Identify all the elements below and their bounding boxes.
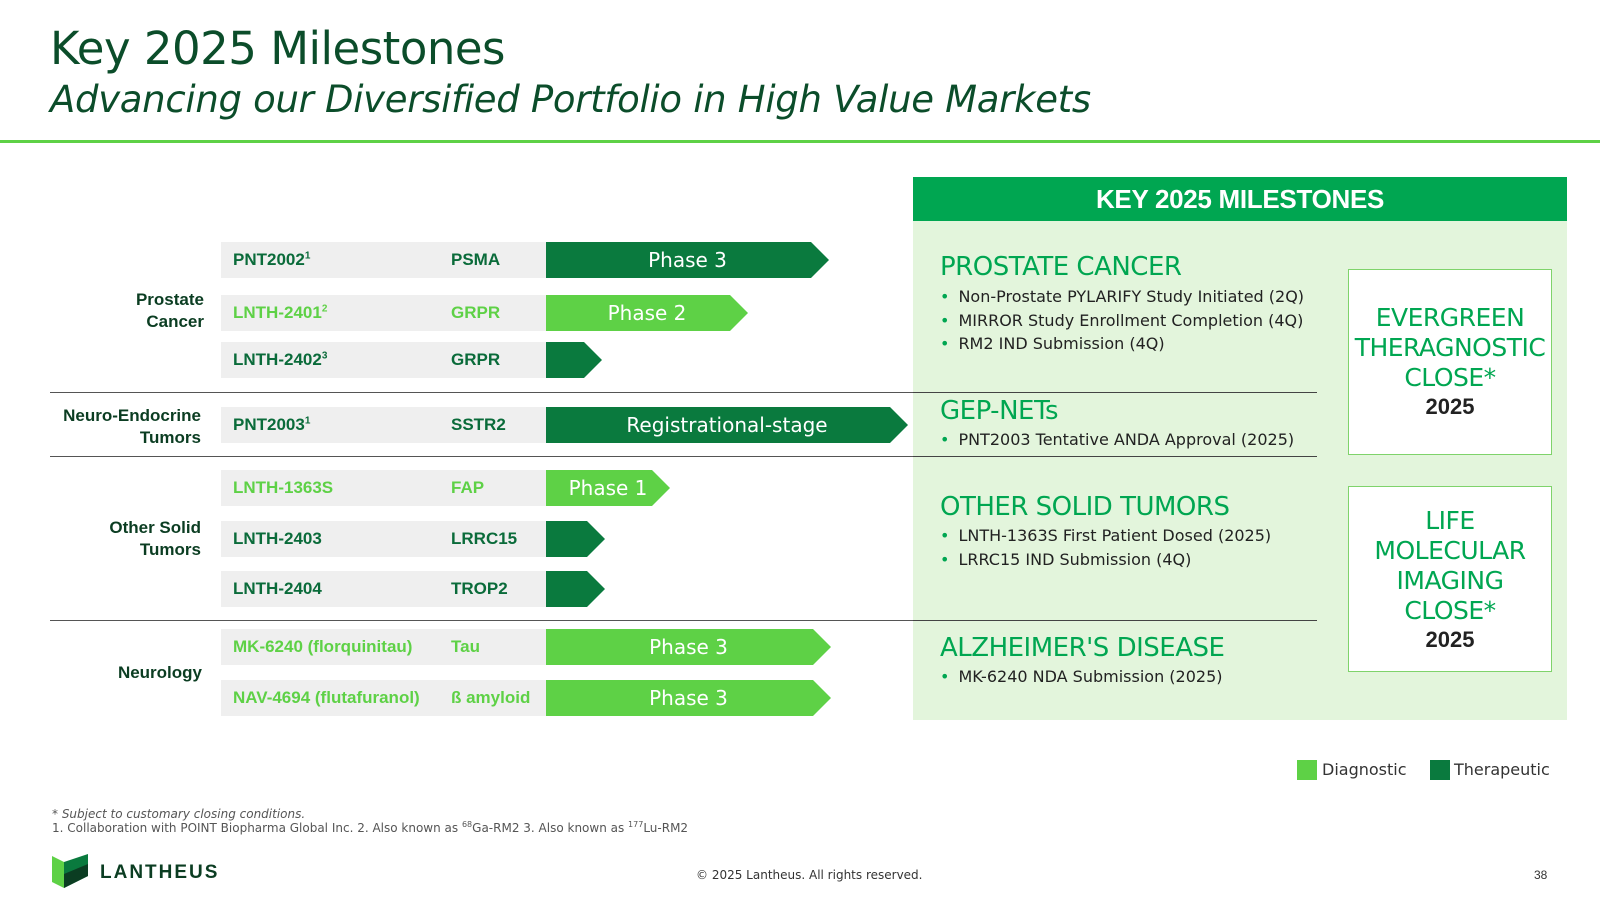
- category-neuro-endocrine: Neuro-Endocrine Tumors: [63, 406, 201, 447]
- list-item: RM2 IND Submission (4Q): [940, 332, 1304, 356]
- page-number: 38: [1534, 868, 1548, 882]
- milestone-list-gep-nets: PNT2003 Tentative ANDA Approval (2025): [940, 428, 1294, 452]
- page-subtitle: Advancing our Diversified Portfolio in H…: [50, 78, 1091, 121]
- evergreen-close-box: EVERGREEN THERAGNOSTIC CLOSE* 2025: [1348, 269, 1552, 455]
- row-background: [221, 342, 546, 378]
- title-divider: [0, 140, 1600, 143]
- product-name: LNTH-2403: [233, 529, 322, 548]
- list-item: LRRC15 IND Submission (4Q): [940, 548, 1271, 572]
- category-divider: [50, 620, 913, 621]
- milestone-divider: [913, 456, 1317, 457]
- page-title: Key 2025 Milestones: [50, 22, 506, 75]
- target-name: FAP: [451, 478, 485, 497]
- row-background: [221, 629, 546, 665]
- phase-arrow: Phase 2: [546, 295, 748, 331]
- category-neurology: Neurology: [117, 663, 202, 682]
- product-name: LNTH-1363S: [233, 478, 334, 497]
- milestone-divider: [913, 620, 1317, 621]
- category-other-solid-tumors: Other Solid Tumors: [109, 518, 201, 559]
- category-prostate-cancer: Prostate Cancer: [135, 290, 204, 331]
- category-divider: [50, 392, 913, 393]
- phase-arrow: Phase 3: [546, 680, 831, 716]
- target-name: PSMA: [451, 250, 501, 269]
- list-item: Non-Prostate PYLARIFY Study Initiated (2…: [940, 285, 1304, 309]
- product-name: LNTH-2404: [233, 579, 322, 598]
- milestone-divider: [913, 392, 1317, 393]
- lantheus-logo-icon: [52, 854, 88, 888]
- phase-arrow: [546, 342, 602, 378]
- product-name: LNTH-24023: [233, 350, 328, 369]
- milestone-heading-alzheimers: ALZHEIMER'S DISEASE: [940, 633, 1225, 663]
- product-name: MK-6240 (florquinitau): [233, 637, 413, 656]
- product-name: PNT20031: [233, 415, 311, 434]
- target-name: GRPR: [451, 350, 501, 369]
- footnote-closing: * Subject to customary closing condition…: [52, 807, 306, 821]
- milestone-list-solid-tumors: LNTH-1363S First Patient Dosed (2025) LR…: [940, 524, 1271, 571]
- milestone-heading-prostate: PROSTATE CANCER: [940, 252, 1182, 282]
- row-background: [221, 680, 546, 716]
- category-divider: [50, 456, 913, 457]
- list-item: MK-6240 NDA Submission (2025): [940, 665, 1222, 689]
- target-name: ß amyloid: [451, 688, 531, 707]
- phase-arrow: [546, 521, 605, 557]
- product-name: PNT20021: [233, 250, 311, 269]
- phase-arrow: Registrational-stage: [546, 407, 908, 443]
- legend-label-diagnostic: Diagnostic: [1322, 760, 1407, 779]
- product-name: LNTH-24012: [233, 303, 328, 322]
- target-name: Tau: [451, 637, 480, 656]
- logo-text: LANTHEUS: [100, 862, 220, 883]
- legend-swatch-diagnostic: [1297, 760, 1317, 780]
- life-molecular-close-box: LIFE MOLECULAR IMAGING CLOSE* 2025: [1348, 486, 1552, 672]
- row-background: [221, 295, 546, 331]
- milestone-heading-gep-nets: GEP-NETs: [940, 396, 1059, 426]
- footnote-references: 1. Collaboration with POINT Biopharma Gl…: [52, 820, 689, 836]
- target-name: SSTR2: [451, 415, 506, 434]
- list-item: LNTH-1363S First Patient Dosed (2025): [940, 524, 1271, 548]
- milestone-heading-solid-tumors: OTHER SOLID TUMORS: [940, 492, 1230, 522]
- row-background: [221, 407, 546, 443]
- product-name: NAV-4694 (flutafuranol): [233, 688, 420, 707]
- list-item: MIRROR Study Enrollment Completion (4Q): [940, 309, 1304, 333]
- target-name: TROP2: [451, 579, 508, 598]
- phase-arrow: Phase 3: [546, 629, 831, 665]
- milestones-header: KEY 2025 MILESTONES: [913, 177, 1567, 221]
- target-name: GRPR: [451, 303, 501, 322]
- row-background: [221, 470, 546, 506]
- phase-arrow: Phase 3: [546, 242, 829, 278]
- phase-arrow: [546, 571, 605, 607]
- target-name: LRRC15: [451, 529, 518, 548]
- row-background: [221, 242, 546, 278]
- list-item: PNT2003 Tentative ANDA Approval (2025): [940, 428, 1294, 452]
- milestone-list-alzheimers: MK-6240 NDA Submission (2025): [940, 665, 1222, 689]
- row-background: [221, 521, 546, 557]
- copyright: © 2025 Lantheus. All rights reserved.: [696, 868, 923, 882]
- phase-arrow: Phase 1: [546, 470, 670, 506]
- legend-label-therapeutic: Therapeutic: [1454, 760, 1550, 779]
- milestone-list-prostate: Non-Prostate PYLARIFY Study Initiated (2…: [940, 285, 1304, 356]
- row-background: [221, 571, 546, 607]
- legend-swatch-therapeutic: [1430, 760, 1450, 780]
